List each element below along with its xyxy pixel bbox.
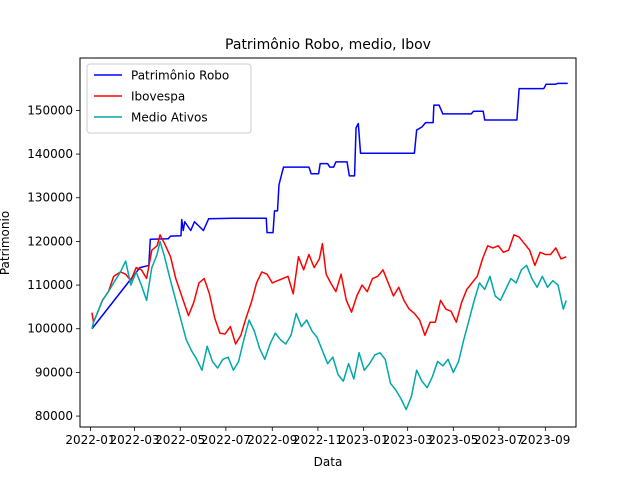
legend: Patrimônio Robo Ibovespa Medio Ativos: [86, 63, 252, 134]
y-tick-label: 150000: [27, 103, 73, 117]
legend-label: Medio Ativos: [131, 111, 208, 125]
y-axis-label: Patrimonio: [0, 211, 12, 275]
x-tick-label: 2022-09: [247, 433, 297, 447]
plot-series: [91, 82, 568, 411]
x-tick-label: 2023-03: [383, 433, 433, 447]
y-tick-label: 130000: [27, 191, 73, 205]
x-tick-label: 2022-11: [293, 433, 343, 447]
x-tick-label: 2022-01: [65, 433, 115, 447]
y-axis: 80000 90000 100000 110000 120000 130000 140000…: [27, 103, 80, 423]
x-tick-label: 2023-07: [474, 433, 524, 447]
x-axis: 2022-012022-032022-052022-072022-092022-…: [65, 427, 570, 447]
y-tick-label: 100000: [27, 322, 73, 336]
x-tick-label: 2022-03: [110, 433, 160, 447]
x-tick-label: 2022-05: [155, 433, 205, 447]
x-tick-label: 2023-09: [520, 433, 570, 447]
y-tick-label: 80000: [35, 409, 73, 423]
series-line-medio-ativos: [91, 240, 567, 411]
legend-box: [86, 63, 252, 134]
y-tick-label: 140000: [27, 147, 73, 161]
y-tick-label: 110000: [27, 278, 73, 292]
legend-label: Patrimônio Robo: [131, 69, 229, 83]
y-tick-label: 120000: [27, 234, 73, 248]
plot-frame: [79, 57, 577, 428]
x-tick-label: 2023-01: [338, 433, 388, 447]
y-tick-label: 90000: [35, 365, 73, 379]
legend-label: Ibovespa: [131, 90, 185, 104]
chart-title: Patrimônio Robo, medio, Ibov: [225, 37, 431, 53]
series-line-patrimonio-robo: [91, 82, 568, 330]
series-line-ibovespa: [91, 234, 567, 345]
x-tick-label: 2023-05: [428, 433, 478, 447]
x-tick-label: 2022-07: [201, 433, 251, 447]
x-axis-label: Data: [314, 455, 343, 469]
